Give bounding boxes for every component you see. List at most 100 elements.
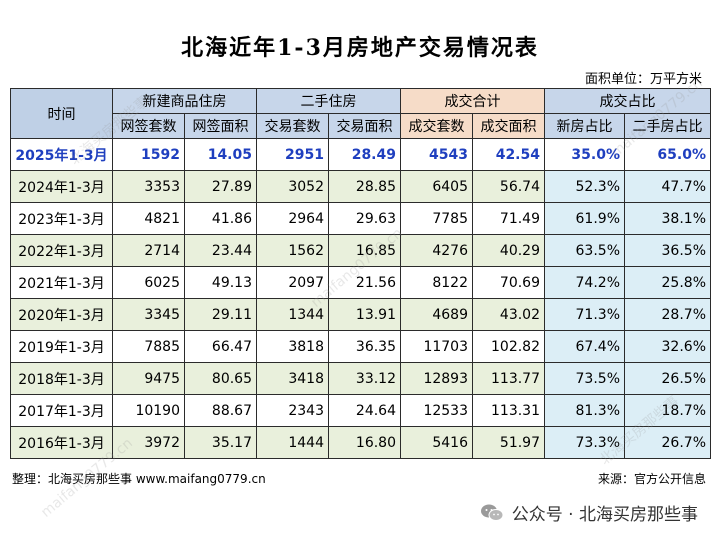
- header-share: 成交占比: [544, 88, 711, 114]
- new-share-cell: 52.3%: [544, 170, 625, 203]
- table-row: 2021年1-3月 6025 49.13 2097 21.56 8122 70.69 74.2…: [10, 266, 711, 299]
- total-area-cell: 51.97: [472, 426, 545, 459]
- total-area-cell: 43.02: [472, 298, 545, 331]
- total-units-cell: 4543: [400, 138, 473, 171]
- new-units-cell: 2714: [112, 234, 185, 267]
- used-share-cell: 36.5%: [624, 234, 711, 267]
- total-units-cell: 5416: [400, 426, 473, 459]
- time-cell: 2020年1-3月: [10, 298, 113, 331]
- used-area-cell: 16.85: [328, 234, 401, 267]
- new-area-cell: 29.11: [184, 298, 257, 331]
- wechat-label: 公众号 · 北海买房那些事: [511, 505, 698, 525]
- area-unit-note: 面积单位：万平方米: [584, 72, 702, 87]
- used-area-cell: 13.91: [328, 298, 401, 331]
- new-units-cell: 3972: [112, 426, 185, 459]
- used-units-cell: 2097: [256, 266, 329, 299]
- table-row: 2019年1-3月 7885 66.47 3818 36.35 11703 102.82 67…: [10, 330, 711, 363]
- subheader: 交易套数: [256, 113, 329, 139]
- new-area-cell: 23.44: [184, 234, 257, 267]
- time-cell: 2017年1-3月: [10, 394, 113, 427]
- new-units-cell: 6025: [112, 266, 185, 299]
- time-cell: 2024年1-3月: [10, 170, 113, 203]
- page-title: 北海近年1-3月房地产交易情况表: [181, 35, 539, 61]
- subheader: 交易面积: [328, 113, 401, 139]
- used-area-cell: 28.85: [328, 170, 401, 203]
- used-share-cell: 25.8%: [624, 266, 711, 299]
- subheader: 网签面积: [184, 113, 257, 139]
- time-cell: 2018年1-3月: [10, 362, 113, 395]
- new-area-cell: 66.47: [184, 330, 257, 363]
- used-units-cell: 1444: [256, 426, 329, 459]
- wechat-account: 公众号 · 北海买房那些事: [480, 500, 698, 525]
- used-area-cell: 28.49: [328, 138, 401, 171]
- subheader: 成交面积: [472, 113, 545, 139]
- used-units-cell: 2343: [256, 394, 329, 427]
- total-area-cell: 113.31: [472, 394, 545, 427]
- table-row: 2024年1-3月 3353 27.89 3052 28.85 6405 56.74 52.3…: [10, 170, 711, 203]
- subheader: 新房占比: [544, 113, 625, 139]
- total-area-cell: 113.77: [472, 362, 545, 395]
- used-area-cell: 16.80: [328, 426, 401, 459]
- total-units-cell: 8122: [400, 266, 473, 299]
- subheader: 成交套数: [400, 113, 473, 139]
- table-row: 2020年1-3月 3345 29.11 1344 13.91 4689 43.02 71.3…: [10, 298, 711, 331]
- new-area-cell: 14.05: [184, 138, 257, 171]
- new-share-cell: 73.5%: [544, 362, 625, 395]
- used-units-cell: 1562: [256, 234, 329, 267]
- time-cell: 2021年1-3月: [10, 266, 113, 299]
- new-units-cell: 3353: [112, 170, 185, 203]
- total-units-cell: 11703: [400, 330, 473, 363]
- used-units-cell: 3418: [256, 362, 329, 395]
- new-share-cell: 81.3%: [544, 394, 625, 427]
- new-area-cell: 80.65: [184, 362, 257, 395]
- time-cell: 2022年1-3月: [10, 234, 113, 267]
- total-units-cell: 6405: [400, 170, 473, 203]
- header-new-housing: 新建商品住房: [112, 88, 257, 114]
- new-share-cell: 71.3%: [544, 298, 625, 331]
- used-share-cell: 28.7%: [624, 298, 711, 331]
- total-area-cell: 56.74: [472, 170, 545, 203]
- footer-compiler: 整理：北海买房那些事 www.maifang0779.cn: [12, 472, 266, 486]
- new-share-cell: 61.9%: [544, 202, 625, 235]
- new-share-cell: 63.5%: [544, 234, 625, 267]
- subheader: 二手房占比: [624, 113, 711, 139]
- total-area-cell: 42.54: [472, 138, 545, 171]
- used-area-cell: 24.64: [328, 394, 401, 427]
- new-units-cell: 10190: [112, 394, 185, 427]
- used-area-cell: 21.56: [328, 266, 401, 299]
- new-area-cell: 88.67: [184, 394, 257, 427]
- total-area-cell: 102.82: [472, 330, 545, 363]
- transaction-table: 时间 新建商品住房 二手住房 成交合计 成交占比 网签套数 网签面积 交易套数 …: [10, 88, 711, 459]
- used-share-cell: 38.1%: [624, 202, 711, 235]
- table-row: 2017年1-3月 10190 88.67 2343 24.64 12533 113.31 8…: [10, 394, 711, 427]
- new-units-cell: 3345: [112, 298, 185, 331]
- table-row: 2025年1-3月 1592 14.05 2951 28.49 4543 42.54 35.0…: [10, 138, 711, 171]
- wechat-icon: [480, 503, 504, 523]
- new-units-cell: 1592: [112, 138, 185, 171]
- new-units-cell: 4821: [112, 202, 185, 235]
- header-row-1: 时间 新建商品住房 二手住房 成交合计 成交占比: [10, 88, 711, 139]
- new-area-cell: 35.17: [184, 426, 257, 459]
- time-cell: 2023年1-3月: [10, 202, 113, 235]
- used-share-cell: 26.7%: [624, 426, 711, 459]
- new-area-cell: 27.89: [184, 170, 257, 203]
- new-area-cell: 49.13: [184, 266, 257, 299]
- header-row-2: 网签套数 网签面积 交易套数 交易面积 成交套数 成交面积 新房占比 二手房占比: [11, 113, 711, 139]
- new-area-cell: 41.86: [184, 202, 257, 235]
- used-units-cell: 1344: [256, 298, 329, 331]
- new-units-cell: 7885: [112, 330, 185, 363]
- footer-source: 来源：官方公开信息: [597, 472, 706, 486]
- new-units-cell: 9475: [112, 362, 185, 395]
- total-units-cell: 12533: [400, 394, 473, 427]
- used-area-cell: 36.35: [328, 330, 401, 363]
- total-units-cell: 4276: [400, 234, 473, 267]
- total-area-cell: 71.49: [472, 202, 545, 235]
- used-share-cell: 32.6%: [624, 330, 711, 363]
- header-total: 成交合计: [400, 88, 545, 114]
- table-body: 2025年1-3月 1592 14.05 2951 28.49 4543 42.54 35.0…: [10, 138, 711, 459]
- used-area-cell: 29.63: [328, 202, 401, 235]
- new-share-cell: 67.4%: [544, 330, 625, 363]
- used-units-cell: 2951: [256, 138, 329, 171]
- header-used-housing: 二手住房: [256, 88, 401, 114]
- used-share-cell: 26.5%: [624, 362, 711, 395]
